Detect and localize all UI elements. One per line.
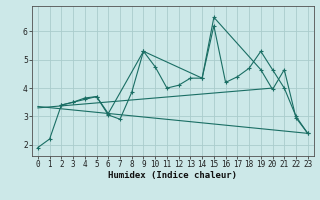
X-axis label: Humidex (Indice chaleur): Humidex (Indice chaleur) <box>108 171 237 180</box>
